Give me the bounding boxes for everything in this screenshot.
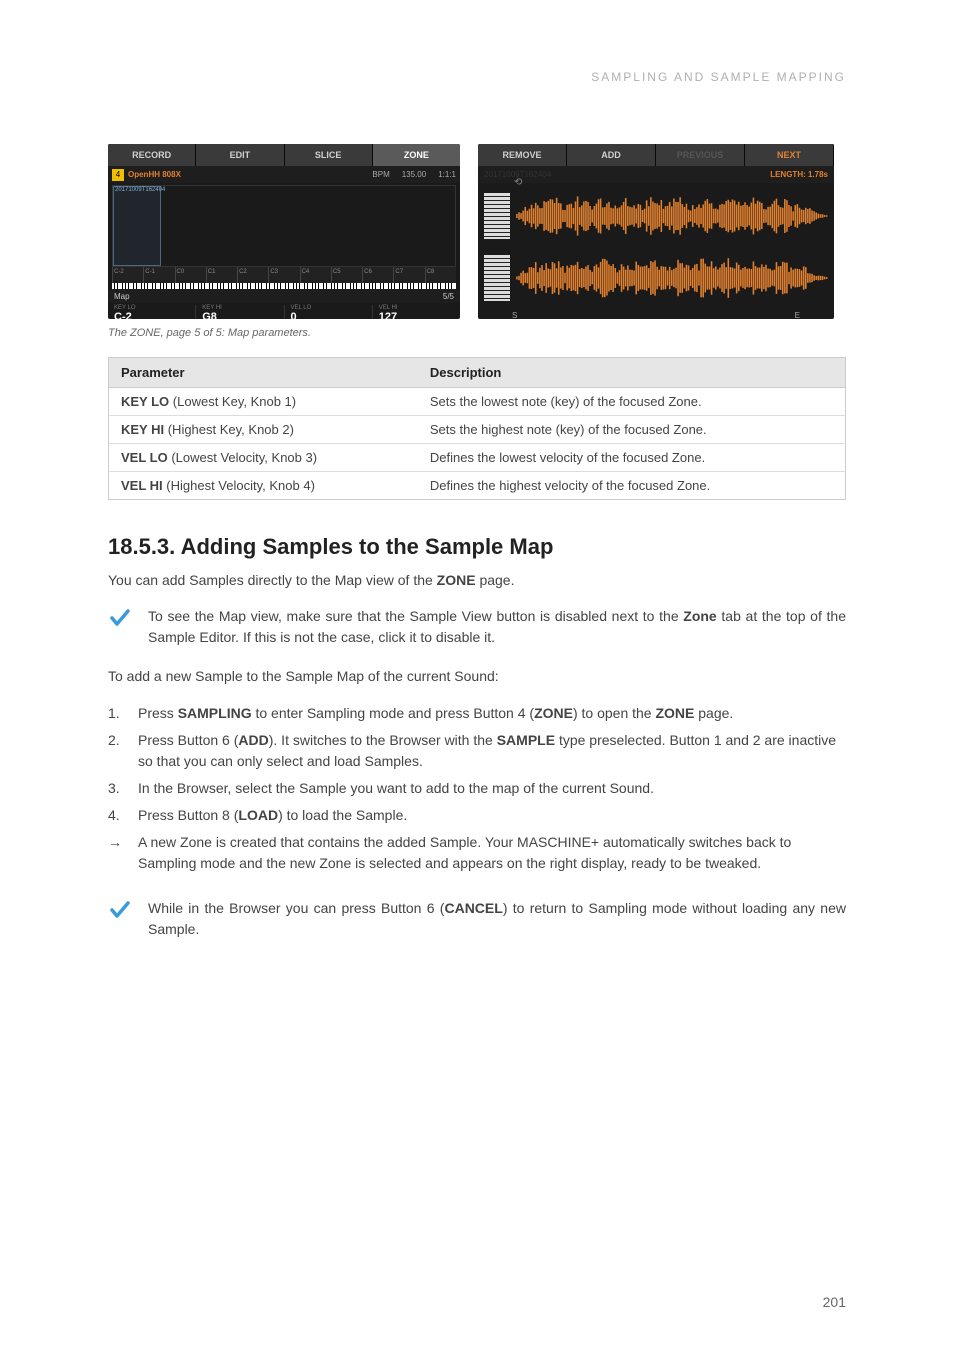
tab-zone[interactable]: ZONE: [373, 144, 460, 166]
param-cell: VEL HI (Highest Velocity, Knob 4): [109, 472, 418, 500]
page-number: 201: [823, 1294, 846, 1310]
step-item: A new Zone is created that contains the …: [108, 832, 846, 874]
step-item: Press Button 8 (LOAD) to load the Sample…: [108, 805, 846, 826]
section-heading: 18.5.3. Adding Samples to the Sample Map: [108, 534, 846, 560]
ruler-tick: C4: [300, 267, 331, 283]
button-row: REMOVEADDPREVIOUSNEXT: [478, 144, 834, 166]
step-item: Press SAMPLING to enter Sampling mode an…: [108, 703, 846, 724]
ruler-tick: C-1: [143, 267, 174, 283]
waveform-lower: [484, 249, 828, 307]
parameter-table: Parameter Description KEY LO (Lowest Key…: [108, 357, 846, 500]
start-end-markers: S E: [478, 311, 834, 319]
table-header-parameter: Parameter: [109, 358, 418, 388]
desc-cell: Defines the highest velocity of the focu…: [418, 472, 846, 500]
zone-screenshot: RECORDEDITSLICEZONE 4 OpenHH 808X BPM 13…: [108, 144, 846, 319]
ruler-tick: C0: [175, 267, 206, 283]
right-display: REMOVEADDPREVIOUSNEXT 20171009T162404 LE…: [478, 144, 834, 319]
sound-name: OpenHH 808X: [128, 170, 181, 179]
tip-box-2: While in the Browser you can press Butto…: [108, 898, 846, 940]
steps-list: Press SAMPLING to enter Sampling mode an…: [108, 703, 846, 874]
sample-header: 20171009T162404 LENGTH: 1.78s: [478, 166, 834, 183]
key-ruler: C-2C-1C0C1C2C3C4C5C6C7C8: [112, 267, 456, 283]
tab-record[interactable]: RECORD: [108, 144, 196, 166]
tab-slice[interactable]: SLICE: [285, 144, 373, 166]
desc-cell: Defines the lowest velocity of the focus…: [418, 444, 846, 472]
bars-value: 1:1:1: [438, 170, 456, 179]
check-icon: [108, 898, 132, 927]
param-cell: KEY LO (Lowest Key, Knob 1): [109, 388, 418, 416]
waveform: [514, 255, 828, 301]
selected-zone: 20171009T162404: [113, 186, 161, 266]
table-row: KEY LO (Lowest Key, Knob 1)Sets the lowe…: [109, 388, 846, 416]
map-row: Map 5/5: [108, 289, 460, 303]
map-label: Map: [114, 292, 130, 301]
tab-bar: RECORDEDITSLICEZONE: [108, 144, 460, 166]
end-marker: E: [795, 311, 800, 319]
table-row: KEY HI (Highest Key, Knob 2)Sets the hig…: [109, 416, 846, 444]
lead-text: To add a new Sample to the Sample Map of…: [108, 666, 846, 686]
left-display: RECORDEDITSLICEZONE 4 OpenHH 808X BPM 13…: [108, 144, 460, 319]
waveform-upper: ⟲: [484, 187, 828, 245]
sound-subheader: 4 OpenHH 808X BPM 135.00 1:1:1: [108, 166, 460, 183]
tip-text: To see the Map view, make sure that the …: [148, 606, 846, 648]
param-cell: VEL LO (Lowest Velocity, Knob 3): [109, 444, 418, 472]
button-add[interactable]: ADD: [567, 144, 656, 166]
ruler-tick: C6: [362, 267, 393, 283]
mini-piano: [484, 193, 510, 239]
page-header: SAMPLING AND SAMPLE MAPPING: [108, 70, 846, 84]
table-row: VEL HI (Highest Velocity, Knob 4)Defines…: [109, 472, 846, 500]
intro-text: You can add Samples directly to the Map …: [108, 570, 846, 590]
knob-vel-hi[interactable]: VEL HI127: [372, 305, 454, 319]
knob-row: KEY LOC-2 KEY HIG8 VEL LO0 VEL HI127: [108, 303, 460, 319]
param-cell: KEY HI (Highest Key, Knob 2): [109, 416, 418, 444]
zone-label: 20171009T162404: [115, 187, 165, 193]
step-item: In the Browser, select the Sample you wa…: [108, 778, 846, 799]
page-indicator: 5/5: [443, 292, 454, 301]
tip-box-1: To see the Map view, make sure that the …: [108, 606, 846, 648]
figure-caption: The ZONE, page 5 of 5: Map parameters.: [108, 327, 846, 339]
bpm-value: 135.00: [402, 170, 426, 179]
knob-vel-lo[interactable]: VEL LO0: [284, 305, 366, 319]
knob-value: G8: [202, 311, 277, 319]
table-row: VEL LO (Lowest Velocity, Knob 3)Defines …: [109, 444, 846, 472]
knob-value: C-2: [114, 311, 189, 319]
check-icon: [108, 606, 132, 635]
ruler-tick: C5: [331, 267, 362, 283]
desc-cell: Sets the lowest note (key) of the focuse…: [418, 388, 846, 416]
zone-map-area: 20171009T162404: [112, 185, 456, 267]
button-previous[interactable]: PREVIOUS: [656, 144, 745, 166]
sample-length: LENGTH: 1.78s: [770, 170, 828, 179]
pad-number: 4: [112, 169, 124, 181]
button-next[interactable]: NEXT: [745, 144, 834, 166]
table-header-description: Description: [418, 358, 846, 388]
knob-value: 0: [291, 311, 366, 319]
ruler-tick: C3: [268, 267, 299, 283]
start-marker: S: [512, 311, 517, 319]
knob-key-hi[interactable]: KEY HIG8: [195, 305, 277, 319]
waveform: [514, 193, 828, 239]
bpm-label: BPM: [372, 170, 389, 179]
ruler-tick: C2: [237, 267, 268, 283]
knob-value: 127: [379, 311, 454, 319]
mini-piano: [484, 255, 510, 301]
button-remove[interactable]: REMOVE: [478, 144, 567, 166]
ruler-tick: C1: [206, 267, 237, 283]
ruler-tick: C-2: [112, 267, 143, 283]
tip-text: While in the Browser you can press Butto…: [148, 898, 846, 940]
loop-icon: ⟲: [514, 177, 522, 188]
knob-key-lo[interactable]: KEY LOC-2: [114, 305, 189, 319]
ruler-tick: C7: [393, 267, 424, 283]
desc-cell: Sets the highest note (key) of the focus…: [418, 416, 846, 444]
step-item: Press Button 6 (ADD). It switches to the…: [108, 730, 846, 772]
ruler-tick: C8: [425, 267, 456, 283]
tab-edit[interactable]: EDIT: [196, 144, 284, 166]
